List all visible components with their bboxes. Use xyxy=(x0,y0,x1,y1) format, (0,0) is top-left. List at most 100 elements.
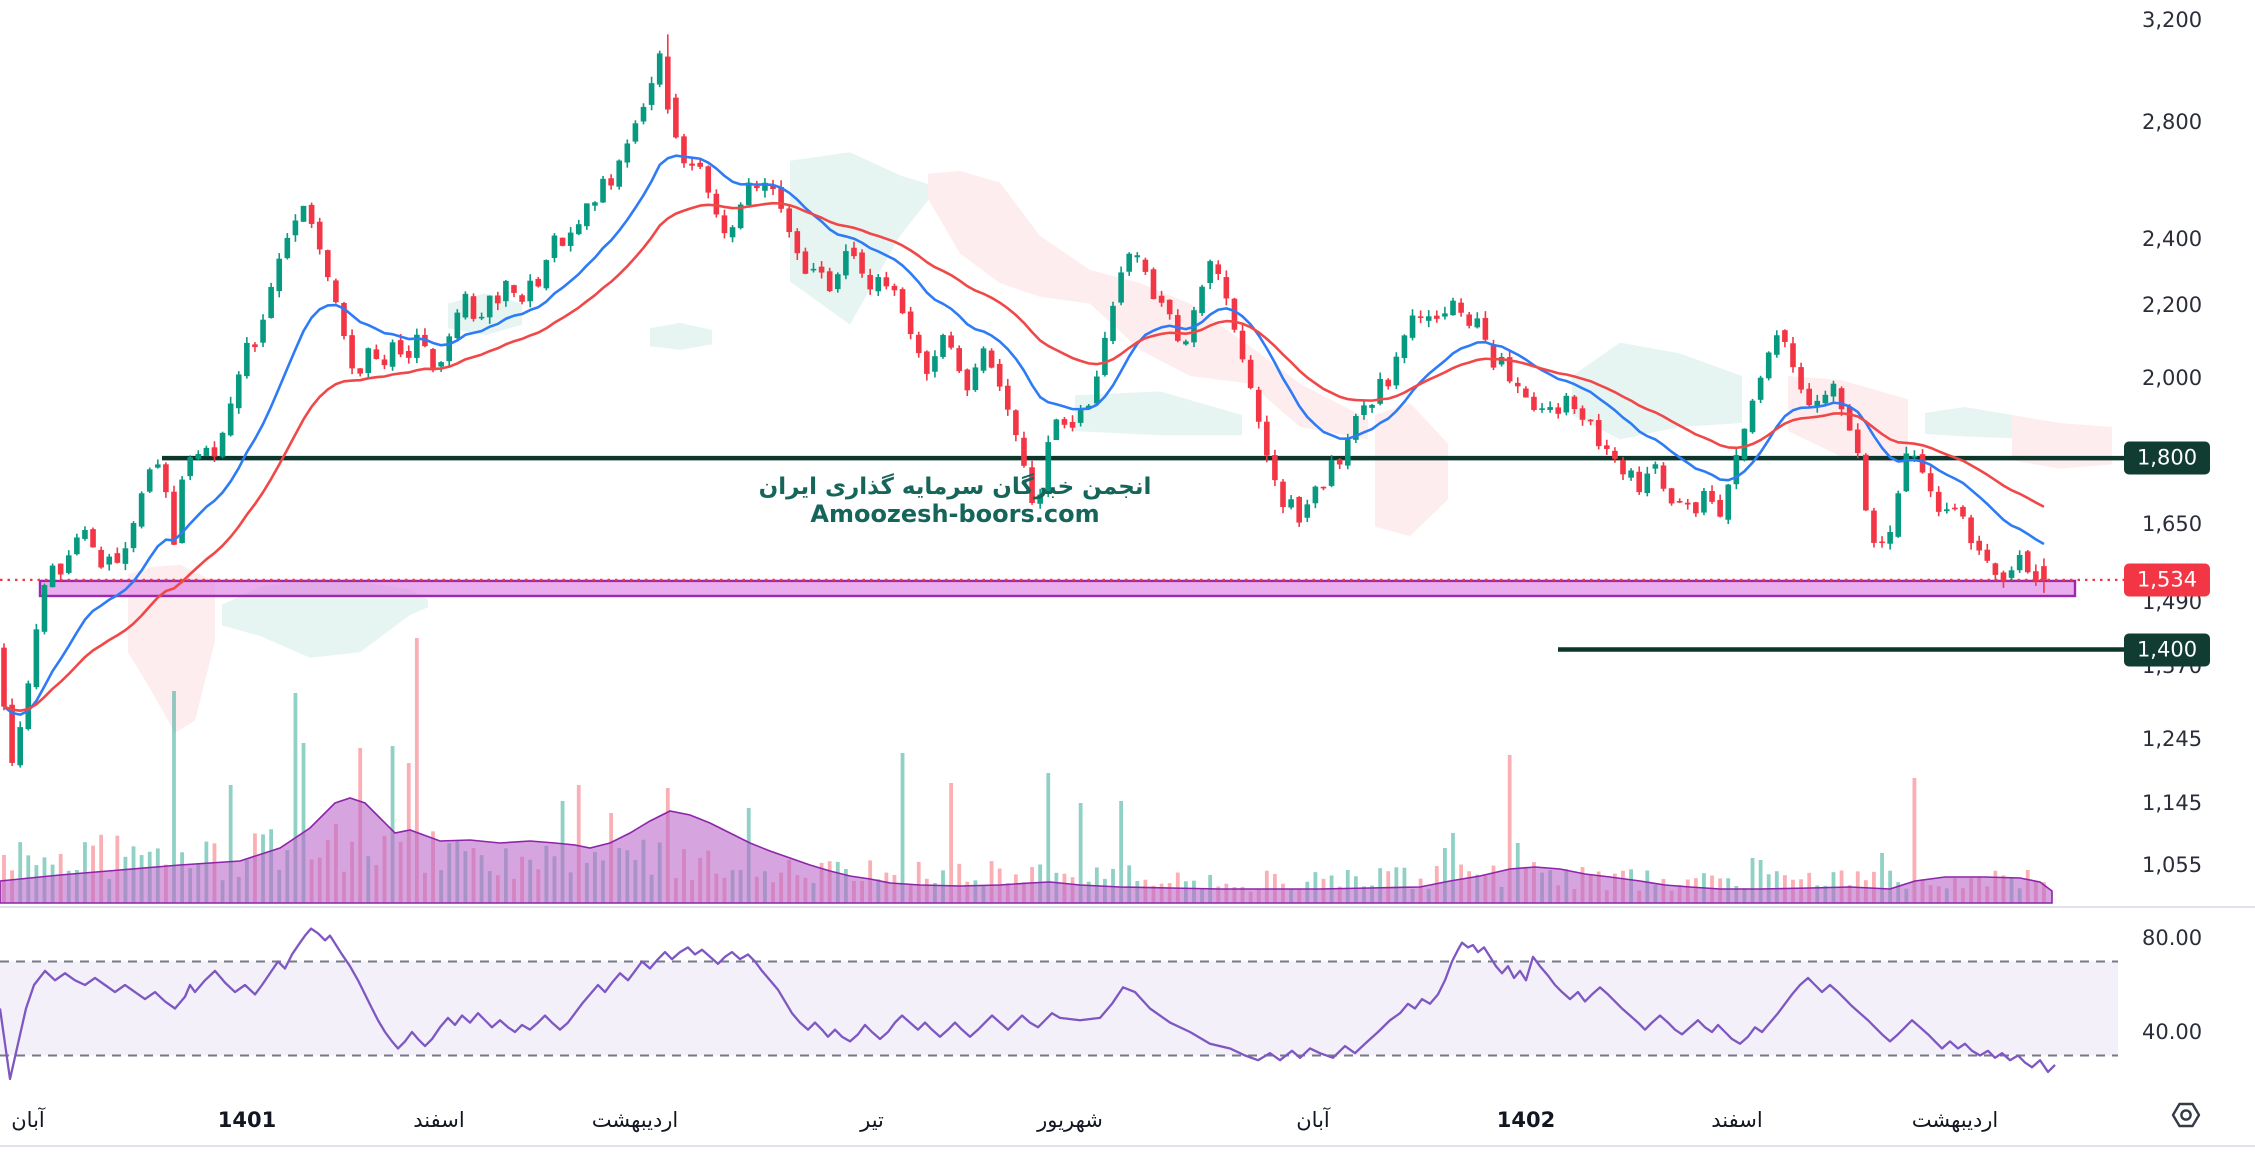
candle xyxy=(1328,460,1335,486)
volume-bar xyxy=(916,861,921,903)
candle xyxy=(1385,379,1392,387)
candle xyxy=(940,335,946,357)
candle xyxy=(1134,255,1141,258)
supply-zone-band[interactable] xyxy=(38,579,2077,598)
candle xyxy=(341,302,347,337)
cloud-bear xyxy=(1375,403,1448,537)
candle xyxy=(494,295,501,304)
candle xyxy=(308,204,315,224)
rsi-axis-label: 40.00 xyxy=(2142,1020,2203,1044)
candle xyxy=(1353,416,1359,440)
candle xyxy=(1498,357,1505,365)
time-axis-month-label: اردیبهشت xyxy=(591,1108,679,1132)
pane-separator[interactable] xyxy=(0,906,2255,908)
candle xyxy=(276,258,283,292)
candle xyxy=(1927,473,1934,492)
ma-fast-line xyxy=(3,154,2045,716)
volume-bar xyxy=(18,842,23,903)
candle xyxy=(1450,300,1456,316)
candle xyxy=(1126,253,1133,272)
candle xyxy=(227,403,234,436)
candle xyxy=(316,221,323,250)
candle xyxy=(1506,357,1513,382)
cloud-bull xyxy=(790,152,928,325)
candle xyxy=(1061,419,1068,425)
candle xyxy=(656,53,663,85)
candle xyxy=(1466,314,1472,326)
candle xyxy=(1,647,7,707)
candle xyxy=(1863,454,1869,511)
candle xyxy=(1612,450,1618,459)
candle xyxy=(365,348,372,374)
candle xyxy=(1992,563,1999,575)
cloud-bull xyxy=(222,579,428,658)
cloud-bull xyxy=(1925,407,2012,439)
timezone-settings-icon[interactable] xyxy=(2170,1100,2202,1130)
candle xyxy=(1774,335,1780,355)
time-axis-month-label: آبان xyxy=(1296,1108,1330,1132)
candle xyxy=(187,457,193,477)
candle xyxy=(1199,286,1205,314)
candle xyxy=(470,296,477,319)
volume-bar xyxy=(949,783,954,903)
candle xyxy=(478,316,485,319)
candle xyxy=(778,187,784,209)
candle xyxy=(1231,298,1238,330)
candle xyxy=(616,160,623,187)
candle xyxy=(1482,317,1489,340)
candle xyxy=(1183,341,1189,345)
candle xyxy=(810,268,817,271)
candle xyxy=(1701,490,1707,513)
candle xyxy=(1628,470,1634,478)
candle xyxy=(907,311,914,335)
candle xyxy=(1401,335,1408,359)
candle xyxy=(1895,493,1902,537)
candle xyxy=(462,293,469,318)
candle xyxy=(891,285,898,291)
volume-bar xyxy=(1078,803,1083,903)
candle xyxy=(1377,379,1383,404)
candle xyxy=(867,274,873,290)
candle xyxy=(843,251,849,276)
candle xyxy=(1571,396,1578,410)
price-axis-label: 1,245 xyxy=(2142,726,2203,751)
rsi-line xyxy=(0,927,2056,1081)
candle xyxy=(1442,313,1448,317)
candle xyxy=(1304,504,1311,518)
candle xyxy=(438,362,444,367)
candle xyxy=(1814,400,1821,408)
candle xyxy=(664,56,671,110)
volume-bar xyxy=(1046,773,1051,903)
cloud-bull xyxy=(1075,391,1242,436)
candle xyxy=(1952,507,1958,510)
candle xyxy=(1409,315,1416,338)
candle xyxy=(648,83,655,105)
candle xyxy=(244,342,250,377)
candle xyxy=(1684,502,1691,505)
candle xyxy=(1547,407,1553,410)
candle xyxy=(155,464,161,468)
candle xyxy=(575,224,582,235)
candle xyxy=(171,491,177,545)
candle xyxy=(551,235,558,258)
time-axis-month-label: شهریور xyxy=(1037,1108,1103,1132)
candle xyxy=(1523,388,1529,398)
price-axis-label: 2,000 xyxy=(2142,365,2203,390)
candle xyxy=(762,182,768,191)
volume-bar xyxy=(1912,778,1917,903)
candle xyxy=(138,493,145,527)
candle xyxy=(25,683,32,730)
candle xyxy=(65,555,72,573)
candle xyxy=(519,295,525,302)
candle xyxy=(98,549,104,568)
candle xyxy=(1247,359,1254,389)
volume-bar xyxy=(1443,848,1447,903)
time-axis-month-label: اسفند xyxy=(1711,1108,1763,1132)
ichimoku-cloud xyxy=(128,152,2112,733)
candle xyxy=(1563,395,1570,413)
volume-bar xyxy=(1880,853,1884,903)
candle xyxy=(1854,429,1861,454)
candle xyxy=(1458,302,1464,313)
candle xyxy=(1158,295,1165,303)
